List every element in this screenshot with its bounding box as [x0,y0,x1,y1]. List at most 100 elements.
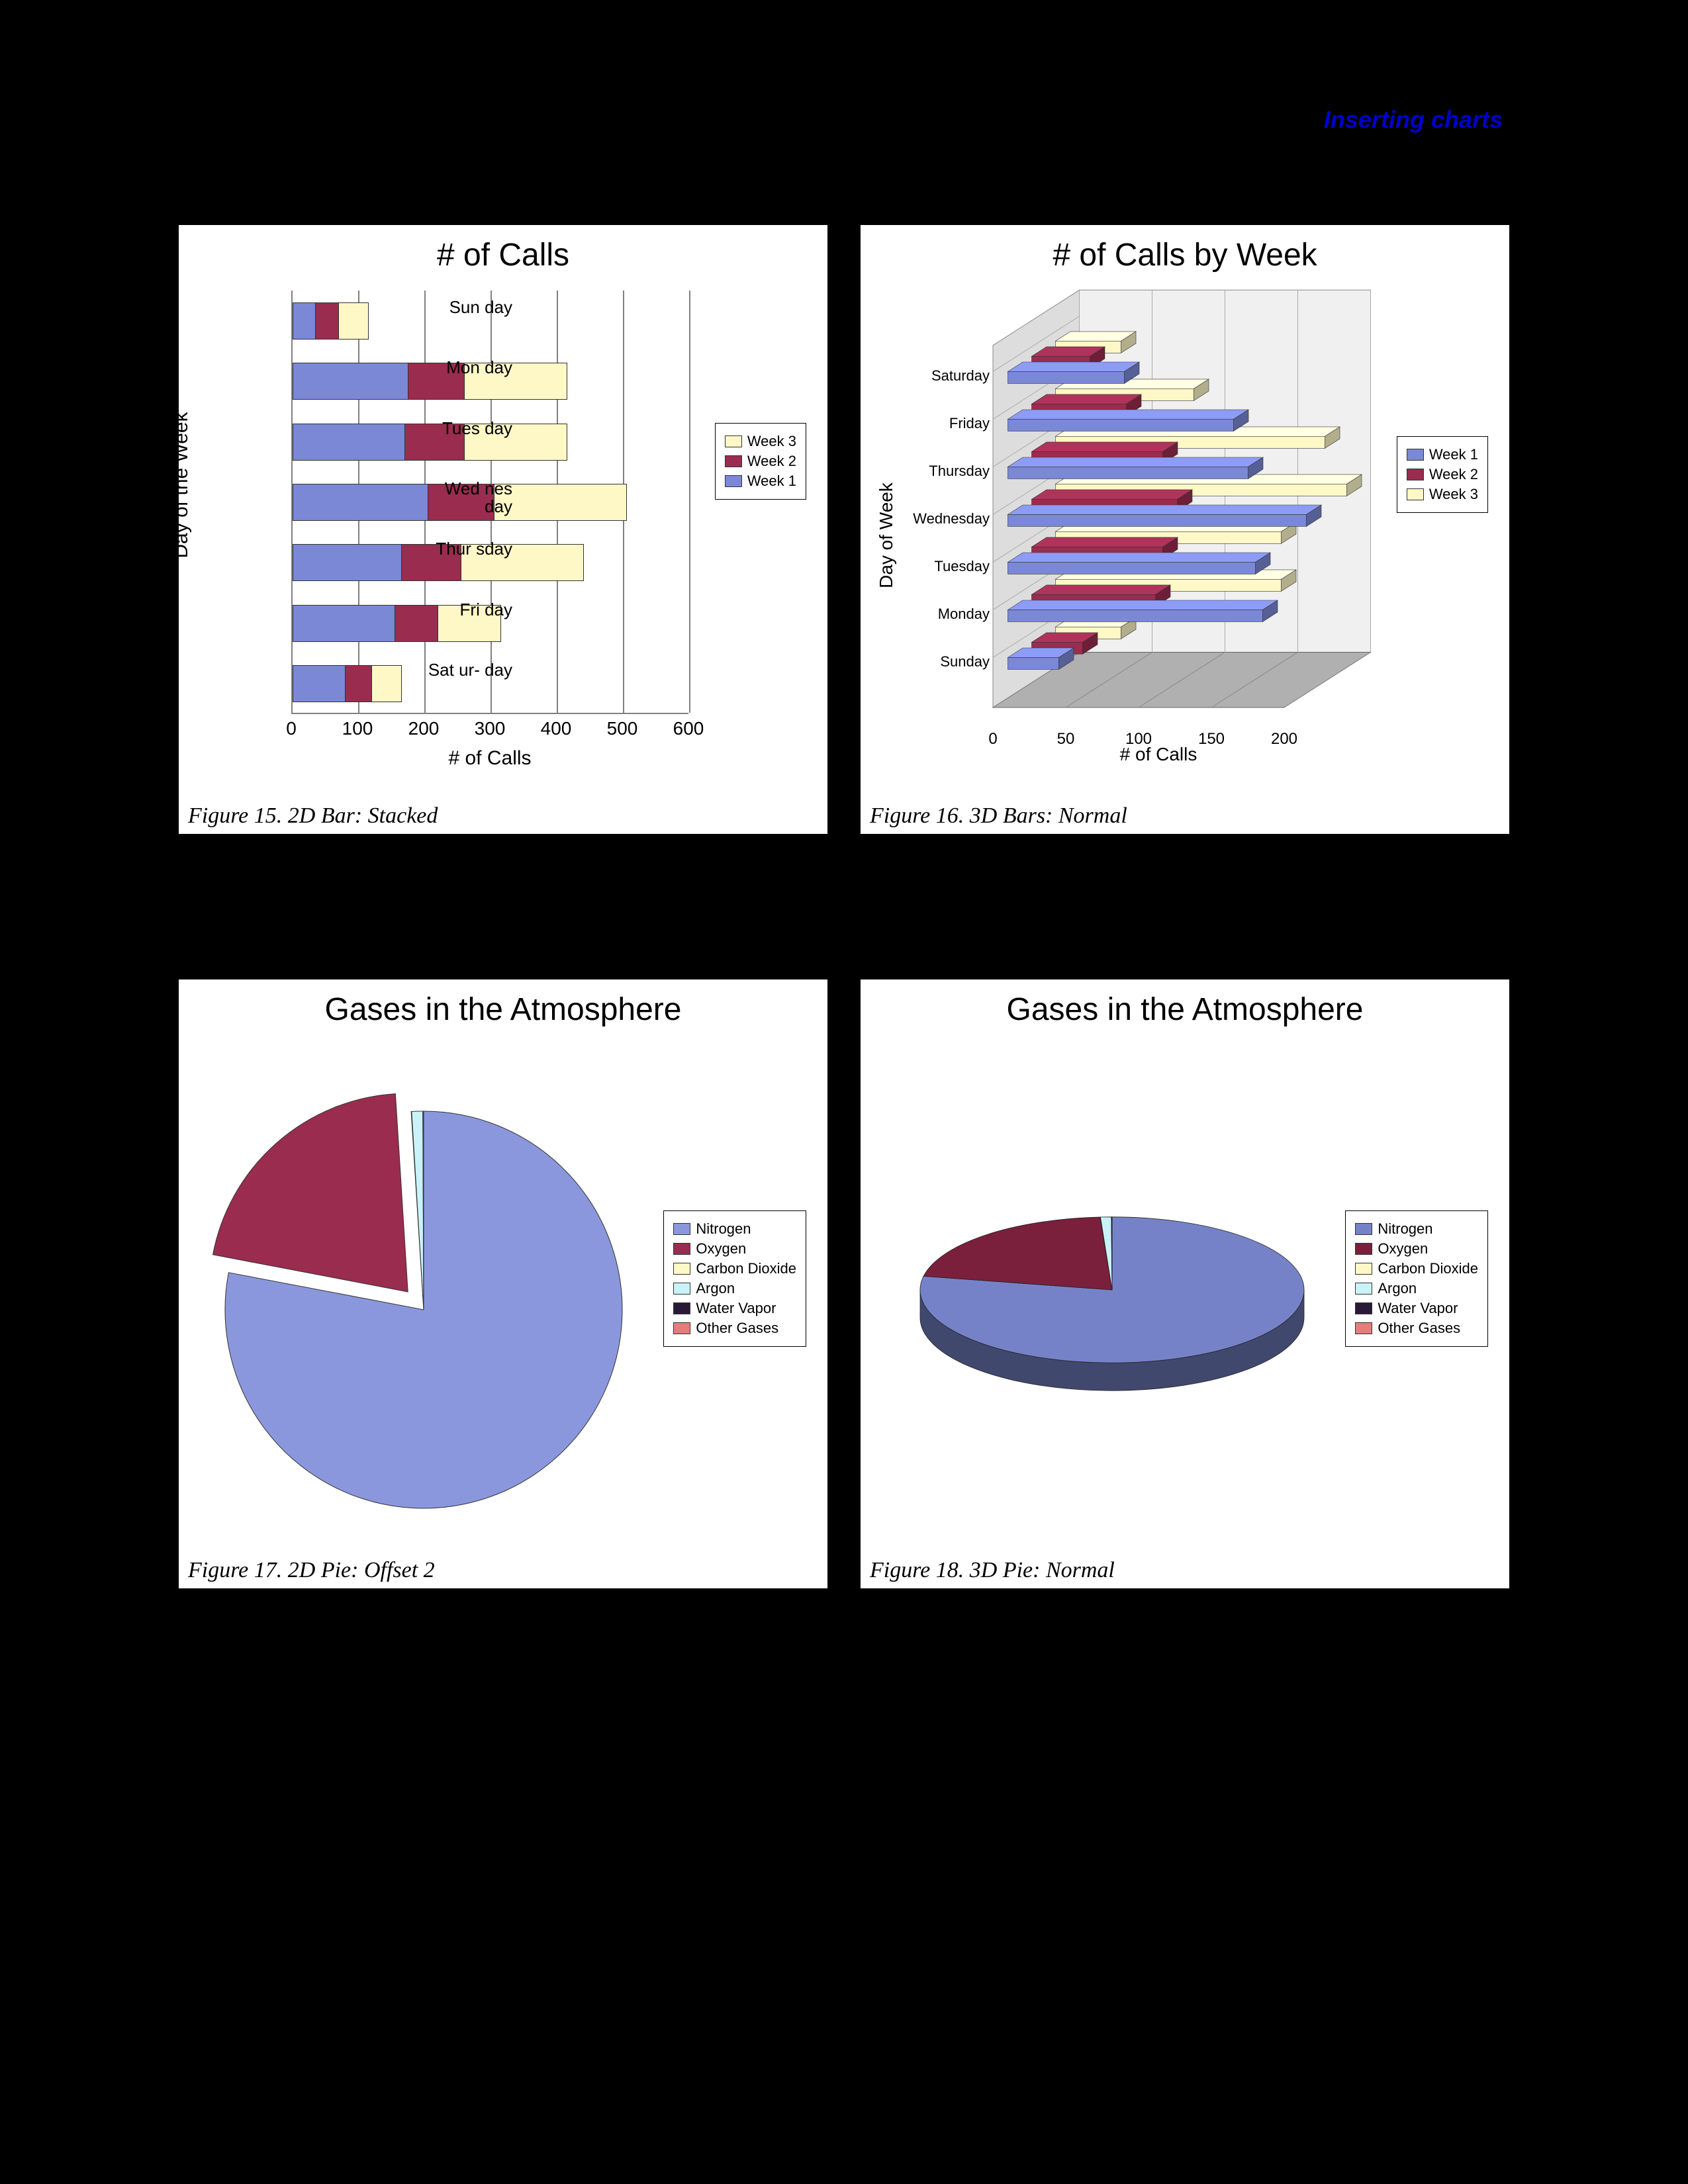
bar-row [293,665,402,702]
y-tick-label: Fri day [413,601,512,619]
bar-segment [346,666,372,702]
fig15-title: # of Calls [179,225,827,277]
bar-segment [316,303,338,339]
legend-swatch [1407,488,1424,500]
figure-18-panel: Gases in the Atmosphere Nitrogen Oxygen Ca… [861,979,1509,1588]
svg-text:0: 0 [988,730,997,748]
y-tick-label: Friday [890,415,990,432]
figure-15-panel: # of Calls Day of the Week # of Calls We… [179,225,827,834]
fig18-title: Gases in the Atmosphere [861,979,1509,1032]
y-tick-label: Wednesday [890,510,990,527]
legend-label: Other Gases [696,1320,778,1337]
y-tick-label: Wed nes day [413,480,512,516]
bar-segment [293,606,395,641]
svg-text:200: 200 [1271,730,1297,748]
legend-label: Week 2 [747,453,796,470]
pie-slice [423,1111,424,1310]
gridline [689,291,690,713]
legend-item: Week 1 [725,473,796,490]
legend-swatch [1355,1283,1372,1295]
legend-item: Argon [673,1280,796,1297]
legend-swatch [673,1223,690,1235]
fig15-legend: Week 3 Week 2 Week 1 [715,423,806,500]
legend-label: Water Vapor [696,1300,776,1317]
legend-label: Water Vapor [1378,1300,1458,1317]
bar-row [293,302,369,340]
svg-text:# of Calls: # of Calls [1120,744,1197,764]
y-tick-label: Tuesday [890,558,990,575]
y-tick-label: Thur sday [413,540,512,558]
y-tick-label: Sun day [413,298,512,316]
fig18-caption: Figure 18. 3D Pie: Normal [870,1558,1115,1583]
pie-slice [213,1094,408,1292]
legend-label: Argon [696,1280,735,1297]
fig16-chart: 050100150200# of CallsDay of Week Week 1… [874,284,1496,774]
fig17-chart: Nitrogen Oxygen Carbon Dioxide Argon Water V… [192,1045,814,1535]
svg-text:50: 50 [1057,730,1075,748]
header-link: Inserting charts [1324,106,1503,134]
legend-label: Week 1 [1429,446,1478,463]
legend-label: Argon [1378,1280,1417,1297]
bar-segment [293,545,402,580]
legend-item: Water Vapor [1355,1300,1478,1317]
legend-label: Week 3 [1429,486,1478,503]
x-tick-label: 300 [475,718,506,739]
legend-swatch [673,1302,690,1314]
legend-item: Week 3 [725,433,796,450]
y-tick-label: Monday [890,606,990,623]
x-tick-label: 200 [408,718,440,739]
y-tick-label: Sat ur- day [413,661,512,679]
fig15-chart: Day of the Week # of Calls Week 3Week 2W… [192,284,814,774]
legend-item: Oxygen [1355,1240,1478,1257]
fig17-legend: Nitrogen Oxygen Carbon Dioxide Argon Water V… [663,1210,806,1347]
legend-item: Week 3 [1407,486,1478,503]
legend-item: Week 2 [1407,466,1478,483]
legend-label: Week 3 [747,433,796,450]
fig16-title: # of Calls by Week [861,225,1509,277]
legend-item: Nitrogen [1355,1220,1478,1238]
legend-item: Argon [1355,1280,1478,1297]
x-tick-label: 0 [286,718,297,739]
x-tick-label: 400 [541,718,572,739]
legend-item: Week 1 [1407,446,1478,463]
legend-swatch [673,1263,690,1275]
legend-item: Carbon Dioxide [673,1260,796,1277]
legend-swatch [1355,1322,1372,1334]
legend-swatch [1355,1223,1372,1235]
y-tick-label: Mon day [413,359,512,377]
bar-segment [293,484,428,520]
bar-segment [293,666,346,702]
y-tick-label: Saturday [890,367,990,385]
bar-segment [494,484,626,520]
legend-swatch [673,1243,690,1255]
x-tick-label: 600 [673,718,704,739]
legend-label: Nitrogen [696,1220,751,1238]
fig16-legend: Week 1 Week 2 Week 3 [1397,436,1488,513]
legend-label: Week 1 [747,473,796,490]
fig16-svg: 050100150200# of CallsDay of Week [874,284,1496,774]
legend-swatch [725,435,742,447]
pie-slice [412,1111,424,1310]
legend-swatch [1407,449,1424,461]
legend-swatch [1407,469,1424,480]
legend-label: Carbon Dioxide [1378,1260,1478,1277]
bar-segment [293,363,408,399]
legend-label: Oxygen [696,1240,746,1257]
legend-swatch [1355,1302,1372,1314]
legend-swatch [725,455,742,467]
legend-label: Other Gases [1378,1320,1460,1337]
legend-label: Carbon Dioxide [696,1260,796,1277]
figure-17-panel: Gases in the Atmosphere NitrogenOxygenCa… [179,979,827,1588]
x-tick-label: 100 [342,718,373,739]
bar-segment [293,303,316,339]
fig18-chart: Nitrogen Oxygen Carbon Dioxide Argon Water V… [874,1045,1496,1535]
bar-segment [293,424,405,460]
legend-label: Oxygen [1378,1240,1428,1257]
y-tick-label: Thursday [890,463,990,480]
legend-item: Other Gases [1355,1320,1478,1337]
fig15-caption: Figure 15. 2D Bar: Stacked [188,803,438,829]
y-tick-label: Sunday [890,653,990,670]
legend-swatch [1355,1263,1372,1275]
legend-swatch [673,1283,690,1295]
x-tick-label: 500 [607,718,638,739]
